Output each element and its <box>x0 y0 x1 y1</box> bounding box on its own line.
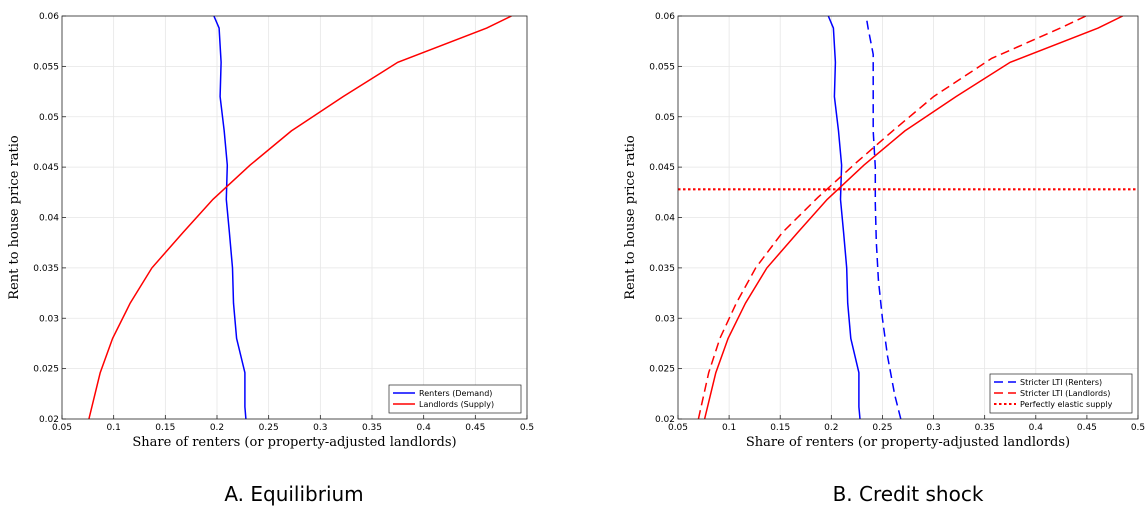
y-tick-label: 0.04 <box>39 214 59 224</box>
series-line-solid-1 <box>703 16 1124 419</box>
series-line-stricter-lti-renters <box>865 16 902 419</box>
x-tick-label: 0.2 <box>210 423 224 433</box>
y-tick-label: 0.035 <box>649 264 675 274</box>
x-tick-label: 0.3 <box>926 423 940 433</box>
x-tick-label: 0.05 <box>668 423 688 433</box>
x-tick-label: 0.15 <box>155 423 175 433</box>
x-tick-label: 0.5 <box>1131 423 1145 433</box>
legend-entry: Stricter LTI (Landlords) <box>1020 389 1110 398</box>
x-tick-label: 0.25 <box>872 423 892 433</box>
legend-box <box>388 384 522 414</box>
y-tick-label: 0.025 <box>649 365 675 375</box>
series-group <box>88 16 512 419</box>
y-tick-label: 0.045 <box>649 163 675 173</box>
x-axis-label: Share of renters (or property-adjusted l… <box>746 435 1070 450</box>
series-line-landlords-supply <box>88 16 512 419</box>
panel-caption: A. Equilibrium <box>224 482 363 506</box>
y-tick-label: 0.045 <box>33 163 59 173</box>
series-line-solid-0 <box>827 16 861 419</box>
y-tick-label: 0.05 <box>39 113 59 123</box>
legend-entry: Landlords (Supply) <box>419 400 494 409</box>
y-tick-label: 0.02 <box>39 415 59 425</box>
y-tick-label: 0.03 <box>655 314 675 324</box>
y-tick-label: 0.025 <box>33 365 59 375</box>
series-group <box>678 16 1138 419</box>
y-tick-label: 0.05 <box>655 113 675 123</box>
chart-panel-a: 0.05 0.1 0.15 0.2 0.25 0.3 0.35 0.4 0.45 0.50.020… <box>7 12 534 506</box>
x-tick-label: 0.45 <box>1077 423 1097 433</box>
chart-panel-b: 0.05 0.1 0.15 0.2 0.25 0.3 0.35 0.4 0.45 0.50.020… <box>623 12 1145 506</box>
y-axis-label: Rent to house price ratio <box>623 135 638 300</box>
y-tick-label: 0.055 <box>649 62 675 72</box>
y-axis-label: Rent to house price ratio <box>7 135 22 300</box>
y-tick-label: 0.06 <box>655 12 675 22</box>
y-tick-label: 0.06 <box>39 12 59 22</box>
x-tick-label: 0.05 <box>52 423 72 433</box>
y-tick-label: 0.02 <box>655 415 675 425</box>
legend-entry: Renters (Demand) <box>419 389 492 398</box>
x-tick-label: 0.2 <box>824 423 838 433</box>
panel-caption: B. Credit shock <box>833 482 984 506</box>
x-tick-label: 0.45 <box>465 423 485 433</box>
series-line-stricter-lti-landlords <box>697 16 1087 419</box>
x-tick-label: 0.1 <box>722 423 736 433</box>
legend: Stricter LTI (Renters) Stricter LTI (Land… <box>989 373 1133 414</box>
y-tick-label: 0.035 <box>33 264 59 274</box>
y-tick-label: 0.03 <box>39 314 59 324</box>
series-line-renters-demand <box>213 16 247 419</box>
y-tick-label: 0.055 <box>33 62 59 72</box>
x-tick-label: 0.3 <box>313 423 327 433</box>
x-tick-label: 0.4 <box>417 423 432 433</box>
x-tick-label: 0.5 <box>520 423 534 433</box>
legend-entry: Perfectly elastic supply <box>1020 400 1113 409</box>
x-tick-label: 0.15 <box>770 423 790 433</box>
x-tick-label: 0.35 <box>362 423 382 433</box>
x-tick-label: 0.35 <box>975 423 995 433</box>
y-tick-label: 0.04 <box>655 214 675 224</box>
x-tick-label: 0.1 <box>107 423 121 433</box>
x-tick-label: 0.4 <box>1029 423 1044 433</box>
x-tick-label: 0.25 <box>259 423 279 433</box>
legend-entry: Stricter LTI (Renters) <box>1020 378 1102 387</box>
legend: Renters (Demand) Landlords (Supply) <box>388 384 522 414</box>
x-axis-label: Share of renters (or property-adjusted l… <box>132 435 456 450</box>
